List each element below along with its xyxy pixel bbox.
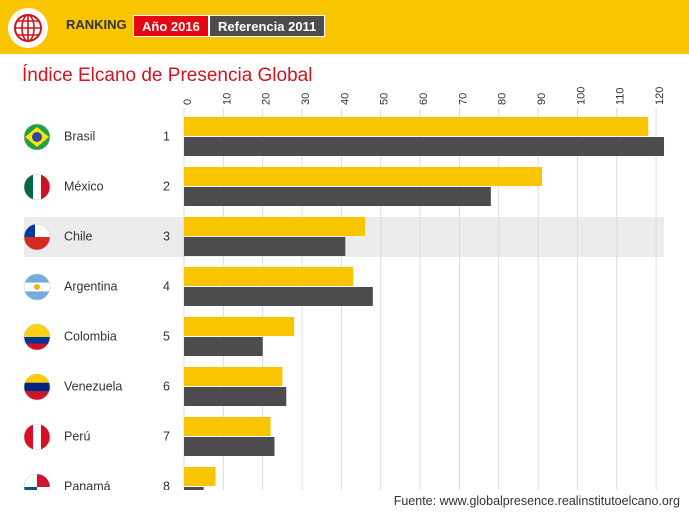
header-bar: RANKING Año 2016 Referencia 2011 [0, 0, 689, 54]
bar-2016 [184, 117, 649, 136]
bar-chart: 0 10 20 30 40 50 60 70 80 90 100 110 120 Brasil 1 Méxic… [23, 87, 666, 490]
rank-label: 3 [163, 229, 170, 243]
tick-label: 50 [379, 93, 391, 105]
rank-label: 7 [163, 429, 170, 443]
flag-venezuela-icon [23, 373, 51, 401]
country-label: Venezuela [64, 379, 122, 393]
flag-peru-icon [23, 423, 51, 451]
bar-2011 [184, 237, 346, 256]
tick-label: 90 [536, 93, 548, 105]
bar-2011 [184, 487, 204, 490]
ranking-label: RANKING [66, 17, 127, 32]
bar-2011 [184, 437, 275, 456]
globe-logo-icon [8, 8, 48, 48]
tick-label: 100 [575, 87, 587, 105]
flag-colombia-icon [23, 323, 51, 351]
tick-label: 0 [182, 99, 194, 105]
country-label: México [64, 179, 104, 193]
country-label: Panamá [64, 479, 111, 490]
bar-2016 [184, 317, 295, 336]
flag-mexico-icon [23, 173, 51, 201]
bar-2016 [184, 467, 216, 486]
country-label: Chile [64, 229, 93, 243]
bar-2016 [184, 367, 283, 386]
source-note: Fuente: www.globalpresence.realinstituto… [393, 494, 680, 508]
bar-2016 [184, 417, 271, 436]
country-label: Argentina [64, 279, 118, 293]
filter-2016-button[interactable]: Año 2016 [133, 15, 209, 37]
bar-2011 [184, 287, 373, 306]
filter-2011-button[interactable]: Referencia 2011 [209, 15, 326, 37]
rank-label: 6 [163, 379, 170, 393]
rank-label: 5 [163, 329, 170, 343]
flag-brasil-icon [23, 123, 51, 151]
country-label: Perú [64, 429, 90, 443]
country-label: Colombia [64, 329, 117, 343]
bar-2016 [184, 167, 543, 186]
bar-2011 [184, 187, 491, 206]
tick-label: 30 [300, 93, 312, 105]
tick-label: 120 [654, 87, 666, 105]
tick-label: 110 [615, 87, 627, 105]
rank-label: 8 [163, 479, 170, 490]
rank-label: 2 [163, 179, 170, 193]
bar-2016 [184, 217, 365, 236]
tick-label: 10 [221, 93, 233, 105]
bar-2011 [184, 387, 287, 406]
flag-chile-icon [23, 223, 51, 251]
rank-label: 1 [163, 129, 170, 143]
rank-label: 4 [163, 279, 170, 293]
bar-2011 [184, 137, 664, 156]
country-label: Brasil [64, 129, 95, 143]
bar-2011 [184, 337, 263, 356]
flag-argentina-icon [23, 273, 51, 301]
tick-label: 20 [261, 93, 273, 105]
tick-label: 80 [497, 93, 509, 105]
flag-panama-icon [23, 473, 51, 490]
tick-label: 40 [339, 93, 351, 105]
bar-2016 [184, 267, 354, 286]
tick-label: 60 [418, 93, 430, 105]
chart-title: Índice Elcano de Presencia Global [22, 65, 313, 86]
tick-label: 70 [457, 93, 469, 105]
